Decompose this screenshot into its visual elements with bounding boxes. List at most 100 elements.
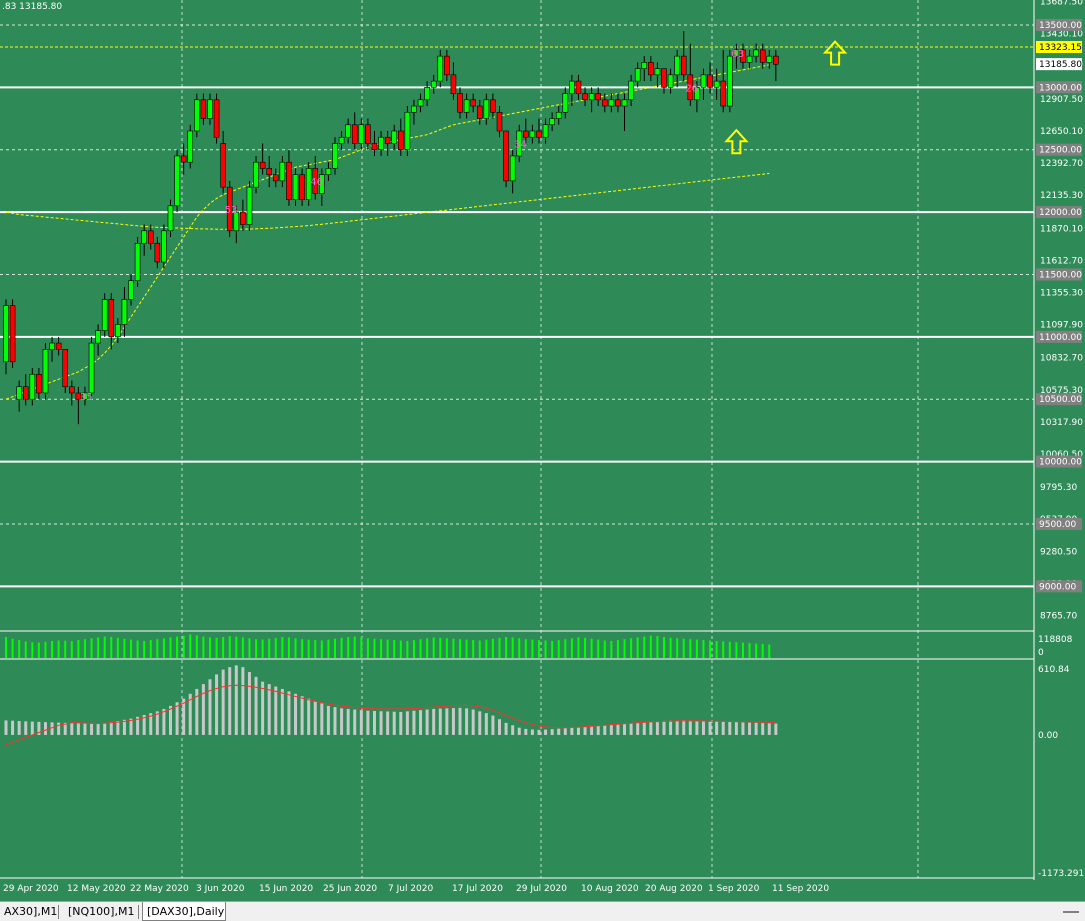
tab-ax30-m1[interactable]: AX30],M1: [4, 905, 58, 918]
level-tag: [1036, 143, 1082, 156]
level-tag: [1036, 268, 1082, 281]
candle-body: [404, 111, 411, 151]
macd-axis-label: 0.00: [1038, 731, 1058, 741]
tab-dax30-daily[interactable]: [DAX30],Daily: [142, 902, 226, 921]
candle: [95, 324, 101, 356]
candle-body: [88, 342, 95, 394]
candle: [101, 293, 108, 337]
level-tag: [1036, 580, 1082, 593]
candle-body: [746, 55, 753, 63]
price-axis-label: 10317.90: [1040, 418, 1083, 428]
date-axis-label: 29 Apr 2020: [3, 884, 59, 894]
candle-body: [29, 373, 36, 400]
candle: [9, 299, 16, 369]
date-axis-label: 25 Jun 2020: [323, 884, 377, 894]
candle-body: [292, 174, 299, 200]
candle: [358, 118, 365, 150]
candle-body: [615, 99, 621, 107]
candle-body: [101, 299, 108, 331]
price-axis-label: 11355.30: [1040, 289, 1083, 299]
candle-body: [42, 349, 49, 394]
level-tag-label: 13500.00: [1039, 21, 1082, 31]
candle-body: [69, 386, 75, 394]
candle-body: [233, 211, 240, 232]
candle-body: [319, 174, 325, 194]
candle: [628, 74, 634, 107]
date-axis-label: 20 Aug 2020: [645, 884, 703, 894]
candle-body: [516, 130, 523, 157]
candle: [286, 149, 292, 206]
candle-body: [391, 130, 398, 144]
tab-nq100-m1[interactable]: [NQ100],M1: [68, 905, 135, 918]
candle: [674, 49, 680, 88]
candle-body: [384, 136, 391, 144]
candle: [601, 93, 608, 113]
date-axis-label: 29 Jul 2020: [516, 884, 567, 894]
candle-body: [687, 74, 694, 101]
price-axis-label: 11870.10: [1040, 224, 1083, 234]
candle: [180, 143, 187, 175]
candle-body: [457, 93, 463, 113]
level-tag-label: 12500.00: [1039, 146, 1082, 156]
candle-body: [338, 136, 345, 144]
candle: [365, 118, 371, 150]
candle: [154, 237, 161, 269]
candle-body: [523, 130, 529, 138]
candle-body: [154, 242, 161, 263]
candle: [128, 274, 134, 306]
candle: [161, 224, 167, 269]
candle-body: [147, 230, 154, 244]
candle-body: [207, 99, 213, 119]
candle: [88, 336, 95, 400]
candle: [470, 93, 476, 113]
candle-body: [509, 155, 516, 182]
candle-body: [187, 130, 194, 163]
price-axis-label: 12135.30: [1040, 191, 1083, 201]
tab-separator: [138, 905, 139, 919]
candle: [279, 155, 286, 188]
candle-body: [569, 80, 575, 94]
candle: [667, 68, 674, 94]
candle: [588, 87, 595, 113]
candle-body: [575, 80, 582, 94]
level-tag-label: 11500.00: [1039, 270, 1082, 280]
candle: [740, 43, 746, 69]
level-tag-label: 9000.00: [1039, 582, 1076, 592]
chart-tabs: AX30],M1 [NQ100],M1 [DAX30],Daily: [0, 901, 1085, 921]
date-axis-label: 10 Aug 2020: [581, 884, 639, 894]
candle: [22, 374, 29, 406]
candle: [733, 43, 740, 69]
candle-body: [305, 168, 312, 200]
price-axis-label: 13430.10: [1040, 30, 1083, 40]
candle: [187, 124, 194, 169]
candles: [3, 31, 779, 425]
candle: [562, 87, 569, 119]
price-axis-label: 11612.70: [1040, 256, 1083, 266]
candle-body: [134, 242, 141, 281]
candle-body: [733, 49, 740, 57]
candle-body: [529, 130, 536, 138]
candle: [75, 386, 82, 425]
price-axis-label: 8765.70: [1040, 612, 1077, 622]
candle-body: [312, 168, 319, 194]
candle: [404, 106, 411, 156]
volume-panel: [5, 634, 771, 658]
level-tag-label: 10000.00: [1039, 458, 1082, 468]
date-axis-label: 22 May 2020: [130, 884, 189, 894]
candle-body: [266, 168, 273, 175]
candle: [62, 349, 69, 393]
candle-body: [720, 80, 727, 107]
candle-body: [55, 342, 62, 350]
candle-body: [226, 186, 233, 232]
candle-body: [345, 124, 351, 138]
scroll-grip-icon[interactable]: [1061, 907, 1081, 917]
candle: [516, 124, 523, 163]
candle: [397, 118, 404, 156]
macd-axis-label: -1173.291: [1038, 869, 1084, 879]
arrow-up-icon: [724, 128, 749, 155]
candle-label: 63: [731, 49, 744, 60]
candle-body: [740, 49, 746, 63]
candle-body: [95, 330, 101, 344]
